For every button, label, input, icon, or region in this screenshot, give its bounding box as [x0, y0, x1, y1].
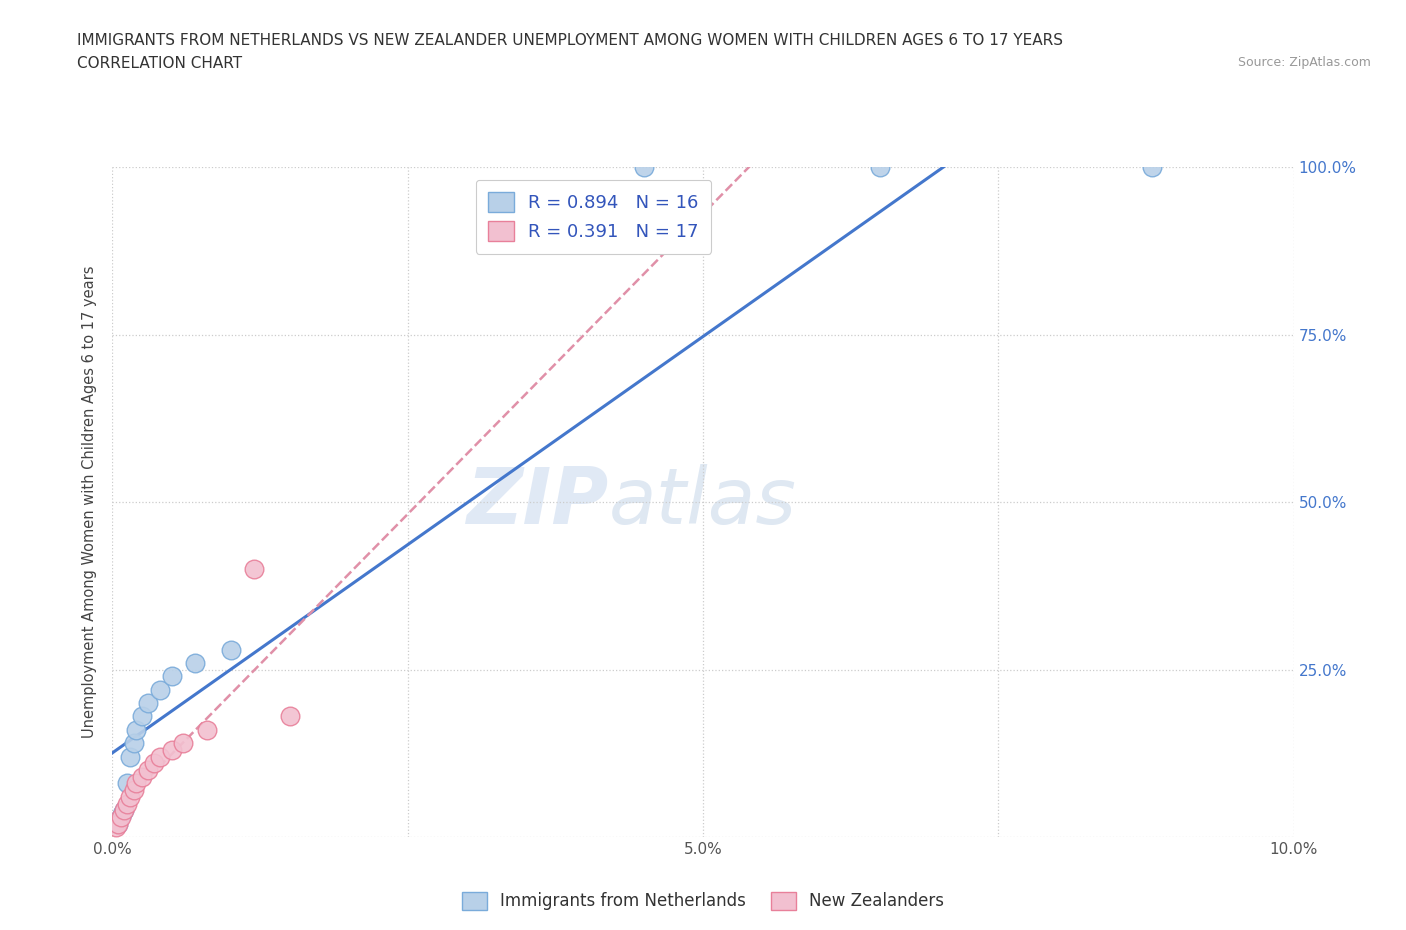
Point — [172, 736, 194, 751]
Point — [115, 796, 138, 811]
Point — [149, 683, 172, 698]
Point — [112, 803, 135, 817]
Text: ZIP: ZIP — [467, 464, 609, 540]
Text: atlas: atlas — [609, 464, 796, 540]
Point — [131, 769, 153, 784]
Point — [107, 817, 129, 831]
Point — [149, 750, 172, 764]
Point — [105, 819, 128, 834]
Point — [122, 783, 145, 798]
Legend: Immigrants from Netherlands, New Zealanders: Immigrants from Netherlands, New Zealand… — [456, 885, 950, 917]
Point — [136, 696, 159, 711]
Point — [136, 763, 159, 777]
Point — [115, 776, 138, 790]
Point — [107, 817, 129, 831]
Point — [243, 562, 266, 577]
Text: CORRELATION CHART: CORRELATION CHART — [77, 56, 242, 71]
Point — [1140, 160, 1163, 175]
Point — [125, 776, 148, 790]
Point — [122, 736, 145, 751]
Text: IMMIGRANTS FROM NETHERLANDS VS NEW ZEALANDER UNEMPLOYMENT AMONG WOMEN WITH CHILD: IMMIGRANTS FROM NETHERLANDS VS NEW ZEALA… — [77, 33, 1063, 47]
Point — [160, 669, 183, 684]
Point — [112, 803, 135, 817]
Point — [125, 723, 148, 737]
Point — [219, 642, 242, 657]
Y-axis label: Unemployment Among Women with Children Ages 6 to 17 years: Unemployment Among Women with Children A… — [82, 266, 97, 738]
Point — [184, 656, 207, 671]
Point — [160, 742, 183, 757]
Point — [633, 160, 655, 175]
Point — [120, 790, 142, 804]
Point — [120, 750, 142, 764]
Point — [111, 806, 134, 821]
Point — [278, 709, 301, 724]
Point — [131, 709, 153, 724]
Legend: R = 0.894   N = 16, R = 0.391   N = 17: R = 0.894 N = 16, R = 0.391 N = 17 — [475, 179, 711, 254]
Point — [869, 160, 891, 175]
Point — [142, 756, 165, 771]
Point — [110, 809, 132, 824]
Text: Source: ZipAtlas.com: Source: ZipAtlas.com — [1237, 56, 1371, 69]
Point — [195, 723, 218, 737]
